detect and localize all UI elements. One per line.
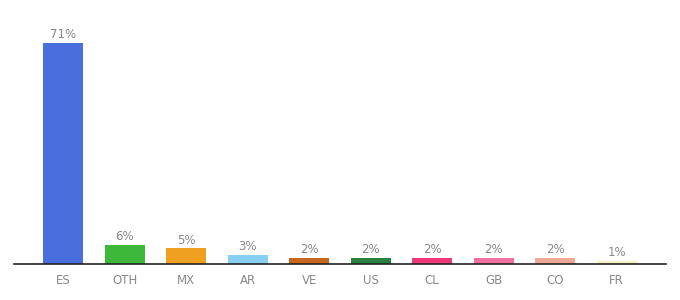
Bar — [597, 261, 636, 264]
Bar — [351, 258, 391, 264]
Text: 5%: 5% — [177, 234, 196, 247]
Text: 2%: 2% — [423, 243, 441, 256]
Bar — [412, 258, 452, 264]
Text: 1%: 1% — [607, 246, 626, 259]
Text: 3%: 3% — [239, 240, 257, 253]
Bar — [44, 43, 83, 264]
Bar — [535, 258, 575, 264]
Bar — [289, 258, 329, 264]
Text: 2%: 2% — [484, 243, 503, 256]
Text: 71%: 71% — [50, 28, 76, 41]
Bar — [105, 245, 145, 264]
Text: 6%: 6% — [116, 230, 134, 243]
Text: 2%: 2% — [300, 243, 318, 256]
Text: 2%: 2% — [362, 243, 380, 256]
Bar — [474, 258, 513, 264]
Bar — [167, 248, 206, 264]
Bar — [228, 255, 268, 264]
Text: 2%: 2% — [546, 243, 564, 256]
